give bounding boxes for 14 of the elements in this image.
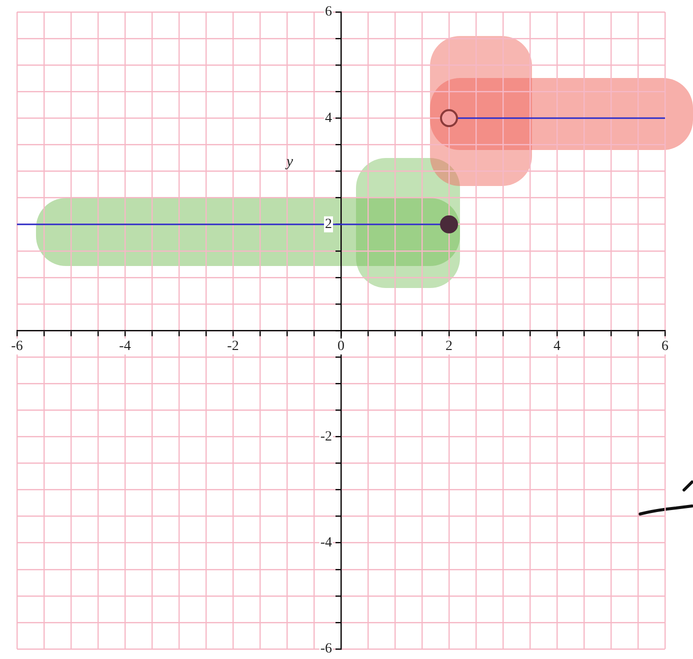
- x-tick-label: -4: [119, 339, 131, 354]
- y-tick-label: 2: [325, 217, 332, 232]
- x-tick-label: 2: [446, 339, 452, 354]
- x-tick-label: -6: [11, 339, 23, 354]
- y-tick-label: -6: [320, 642, 332, 657]
- y-tick-label: -2: [320, 429, 332, 444]
- x-tick-label: 0: [338, 339, 344, 354]
- y-tick-label: 6: [325, 4, 332, 20]
- y-tick-label: 4: [325, 110, 332, 126]
- y-axis-title: y: [284, 154, 294, 170]
- x-tick-label: -2: [227, 339, 239, 354]
- y-tick-label: -4: [320, 536, 332, 551]
- x-tick-label: 4: [554, 339, 560, 354]
- x-tick-label: 6: [662, 339, 668, 354]
